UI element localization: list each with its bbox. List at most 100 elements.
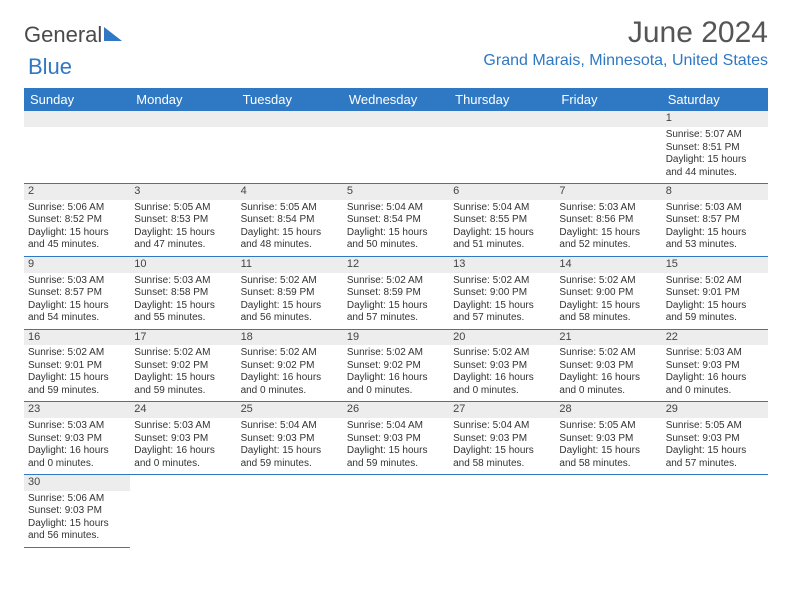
daylight-text: Daylight: 15 hours and 45 minutes. [28, 227, 126, 252]
day-number-cell [237, 475, 343, 491]
daylight-text: Daylight: 15 hours and 52 minutes. [559, 227, 657, 252]
col-wednesday: Wednesday [343, 88, 449, 111]
daylight-text: Daylight: 15 hours and 47 minutes. [134, 227, 232, 252]
daylight-text: Daylight: 15 hours and 58 minutes. [453, 445, 551, 470]
day-content-cell: Sunrise: 5:06 AMSunset: 8:52 PMDaylight:… [24, 200, 130, 257]
logo: General [24, 22, 122, 48]
daylight-text: Daylight: 15 hours and 58 minutes. [559, 445, 657, 470]
day-content-cell [555, 127, 661, 184]
day-number-cell: 28 [555, 402, 661, 418]
sunrise-text: Sunrise: 5:03 AM [666, 202, 764, 215]
sunrise-text: Sunrise: 5:04 AM [347, 202, 445, 215]
sunset-text: Sunset: 9:00 PM [453, 287, 551, 300]
day-content-cell: Sunrise: 5:03 AMSunset: 9:03 PMDaylight:… [24, 418, 130, 475]
sunset-text: Sunset: 9:02 PM [134, 360, 232, 373]
day-content-cell: Sunrise: 5:05 AMSunset: 8:54 PMDaylight:… [237, 200, 343, 257]
day-content-cell: Sunrise: 5:03 AMSunset: 8:58 PMDaylight:… [130, 273, 236, 330]
sunset-text: Sunset: 9:03 PM [559, 433, 657, 446]
sunrise-text: Sunrise: 5:03 AM [134, 420, 232, 433]
day-content-cell [662, 491, 768, 548]
sunset-text: Sunset: 8:57 PM [666, 214, 764, 227]
daylight-text: Daylight: 15 hours and 55 minutes. [134, 300, 232, 325]
sunset-text: Sunset: 9:03 PM [241, 433, 339, 446]
day-number-cell: 16 [24, 329, 130, 345]
sunset-text: Sunset: 9:03 PM [347, 433, 445, 446]
day-number-cell: 29 [662, 402, 768, 418]
day-number-cell: 20 [449, 329, 555, 345]
day-number-cell [130, 111, 236, 127]
day-number-cell [662, 475, 768, 491]
day-content-cell [130, 491, 236, 548]
day-content-cell: Sunrise: 5:07 AMSunset: 8:51 PMDaylight:… [662, 127, 768, 184]
daylight-text: Daylight: 15 hours and 57 minutes. [347, 300, 445, 325]
sunrise-text: Sunrise: 5:04 AM [453, 202, 551, 215]
sunset-text: Sunset: 8:54 PM [241, 214, 339, 227]
sunrise-text: Sunrise: 5:04 AM [453, 420, 551, 433]
day-number-cell [343, 111, 449, 127]
day-number-cell: 26 [343, 402, 449, 418]
day-content-cell: Sunrise: 5:02 AMSunset: 9:01 PMDaylight:… [662, 273, 768, 330]
logo-text-1: General [24, 22, 102, 48]
sunset-text: Sunset: 8:59 PM [347, 287, 445, 300]
day-content-cell: Sunrise: 5:02 AMSunset: 9:00 PMDaylight:… [449, 273, 555, 330]
sunrise-text: Sunrise: 5:02 AM [241, 275, 339, 288]
daylight-text: Daylight: 15 hours and 57 minutes. [666, 445, 764, 470]
day-number-cell: 11 [237, 256, 343, 272]
sunrise-text: Sunrise: 5:03 AM [28, 420, 126, 433]
day-number-cell: 21 [555, 329, 661, 345]
sunset-text: Sunset: 9:03 PM [28, 505, 126, 518]
daylight-text: Daylight: 15 hours and 59 minutes. [347, 445, 445, 470]
sunset-text: Sunset: 9:01 PM [28, 360, 126, 373]
daylight-text: Daylight: 16 hours and 0 minutes. [134, 445, 232, 470]
sunset-text: Sunset: 9:02 PM [347, 360, 445, 373]
daylight-text: Daylight: 15 hours and 50 minutes. [347, 227, 445, 252]
day-number-cell: 6 [449, 184, 555, 200]
sunset-text: Sunset: 8:51 PM [666, 142, 764, 155]
week-3-daynum-row: 16171819202122 [24, 329, 768, 345]
day-number-cell: 27 [449, 402, 555, 418]
col-friday: Friday [555, 88, 661, 111]
sunrise-text: Sunrise: 5:05 AM [241, 202, 339, 215]
day-number-cell: 10 [130, 256, 236, 272]
day-number-cell: 23 [24, 402, 130, 418]
sunset-text: Sunset: 8:52 PM [28, 214, 126, 227]
day-number-cell [343, 475, 449, 491]
day-number-cell: 13 [449, 256, 555, 272]
col-saturday: Saturday [662, 88, 768, 111]
day-number-cell [130, 475, 236, 491]
daylight-text: Daylight: 16 hours and 0 minutes. [28, 445, 126, 470]
week-3-content-row: Sunrise: 5:02 AM Sunset: 9:01 PM Daylight:… [24, 345, 768, 402]
daylight-text: Daylight: 16 hours and 0 minutes. [241, 372, 339, 397]
day-number-cell [237, 111, 343, 127]
daylight-text: Daylight: 15 hours and 57 minutes. [453, 300, 551, 325]
day-number-cell: 12 [343, 256, 449, 272]
day-content-cell: Sunrise: 5:02 AMSunset: 9:03 PMDaylight:… [449, 345, 555, 402]
week-4-content-row: Sunrise: 5:03 AMSunset: 9:03 PMDaylight:… [24, 418, 768, 475]
day-content-cell: Sunrise: 5:03 AMSunset: 8:57 PMDaylight:… [24, 273, 130, 330]
sunrise-text: Sunrise: 5:05 AM [666, 420, 764, 433]
sunrise-text: Sunrise: 5:02 AM [453, 275, 551, 288]
day-number-cell: 22 [662, 329, 768, 345]
sunset-text: Sunset: 8:53 PM [134, 214, 232, 227]
sunset-text: Sunset: 9:03 PM [559, 360, 657, 373]
day-content-cell [343, 127, 449, 184]
sunset-text: Sunset: 8:58 PM [134, 287, 232, 300]
sunset-text: Sunset: 9:03 PM [134, 433, 232, 446]
day-content-cell [24, 127, 130, 184]
day-content-cell: Sunrise: 5:02 AMSunset: 8:59 PMDaylight:… [343, 273, 449, 330]
daylight-text: Daylight: 15 hours and 59 minutes. [134, 372, 232, 397]
sunset-text: Sunset: 9:03 PM [28, 433, 126, 446]
daylight-text: Daylight: 15 hours and 56 minutes. [28, 518, 126, 543]
day-content-cell: Sunrise: 5:02 AMSunset: 9:02 PMDaylight:… [343, 345, 449, 402]
sunset-text: Sunset: 8:59 PM [241, 287, 339, 300]
title-block: June 2024 Grand Marais, Minnesota, Unite… [483, 16, 768, 70]
day-number-cell: 9 [24, 256, 130, 272]
day-content-cell: Sunrise: 5:02 AMSunset: 9:01 PMDaylight:… [24, 345, 130, 402]
daylight-text: Daylight: 16 hours and 0 minutes. [453, 372, 551, 397]
sunrise-text: Sunrise: 5:02 AM [134, 347, 232, 360]
col-monday: Monday [130, 88, 236, 111]
sunset-text: Sunset: 9:03 PM [453, 433, 551, 446]
daylight-text: Daylight: 16 hours and 0 minutes. [666, 372, 764, 397]
day-number-cell: 18 [237, 329, 343, 345]
calendar-table: Sunday Monday Tuesday Wednesday Thursday… [24, 88, 768, 548]
